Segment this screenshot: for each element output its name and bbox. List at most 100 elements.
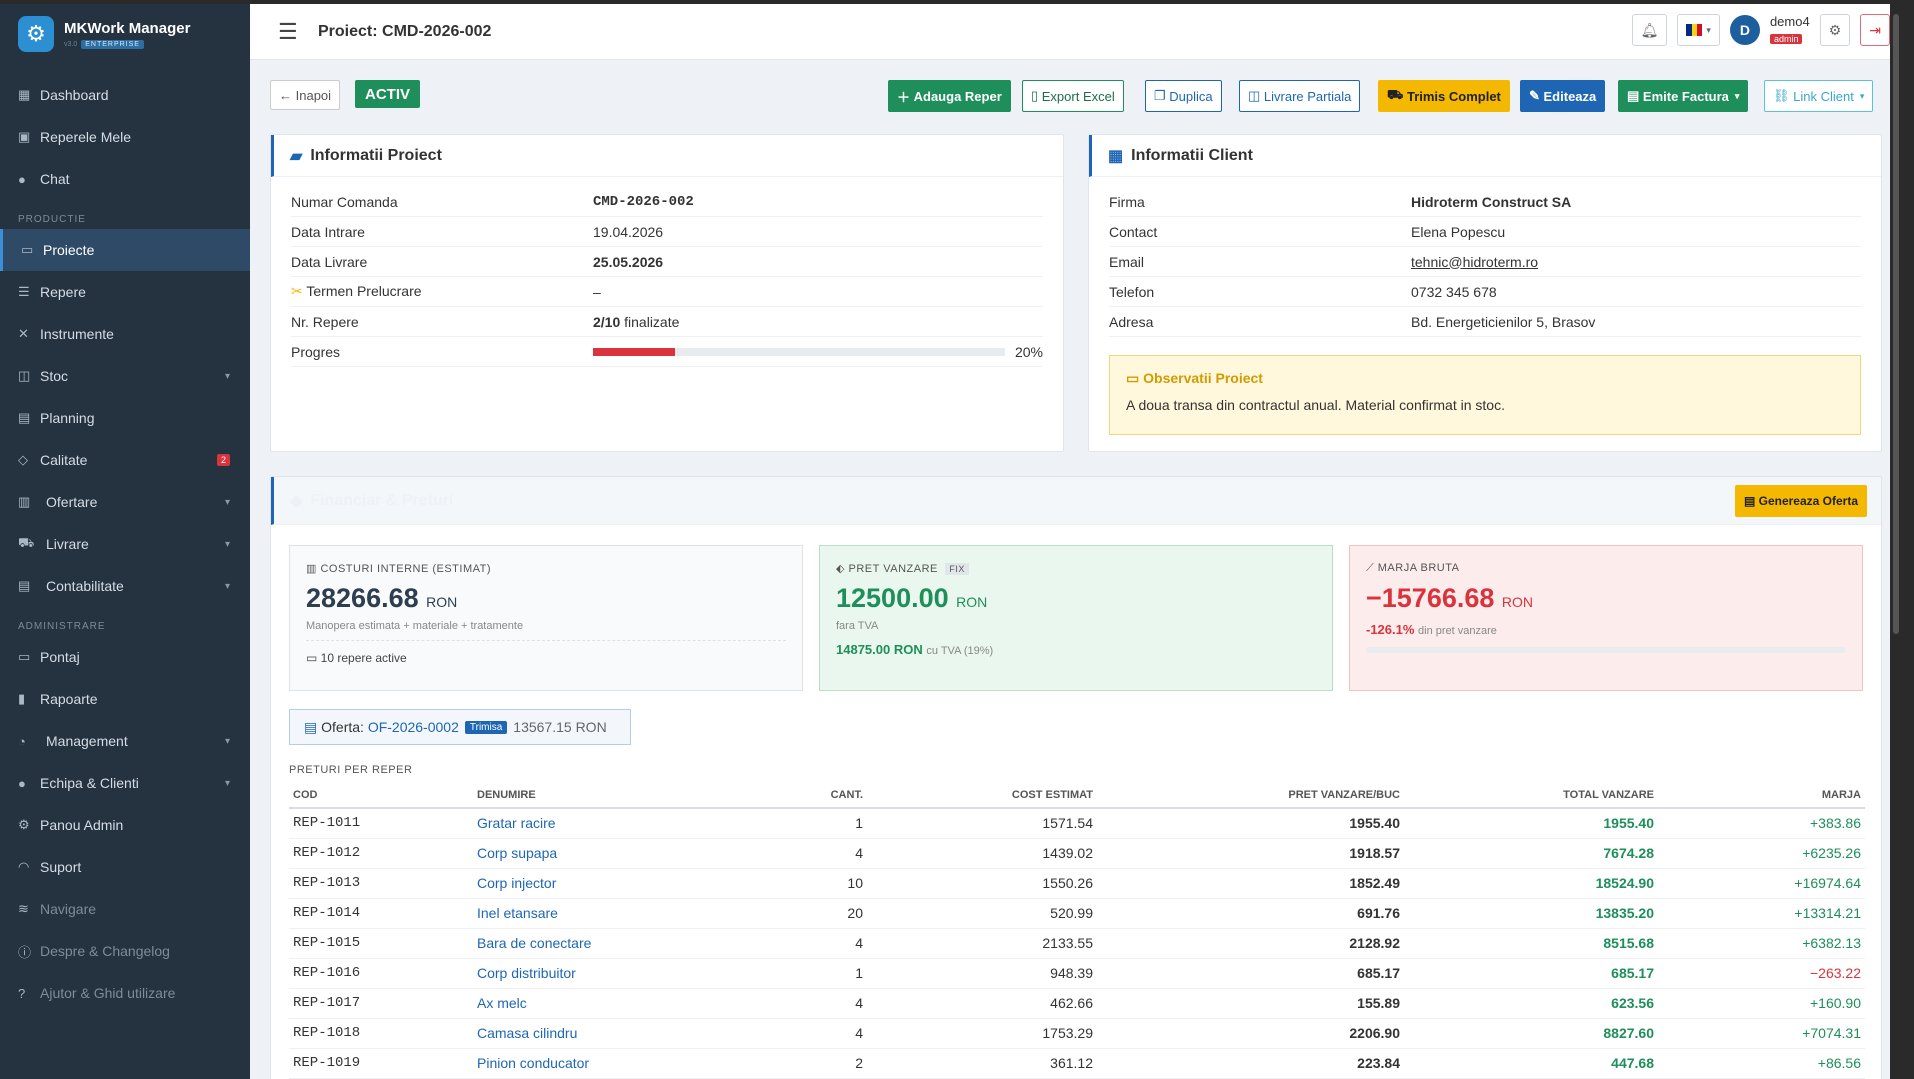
offer-status-badge: Trimisa xyxy=(464,720,508,734)
repere-count: 2/10 xyxy=(593,313,621,330)
item-link[interactable]: Corp injector xyxy=(473,868,727,899)
cell-qty: 2 xyxy=(727,1048,867,1079)
back-button[interactable]: ← Inapoi xyxy=(270,80,341,110)
sidebar-item-suport[interactable]: ◠ Suport xyxy=(18,859,82,875)
item-link[interactable]: Bara de conectare xyxy=(473,928,727,959)
plus-icon: ＋ xyxy=(897,89,914,105)
cell-margin: +6235.26 xyxy=(1658,838,1865,869)
export-excel-button[interactable]: ▯ Export Excel xyxy=(1022,80,1124,112)
file-excel-icon: ▯ xyxy=(1031,88,1042,103)
scrollbar[interactable] xyxy=(1890,4,1902,1079)
section-productie: PRODUCTIE xyxy=(18,214,86,225)
settings-button[interactable]: ⚙ xyxy=(1819,14,1851,46)
sidebar-item-contabilitate[interactable]: ▤ Contabilitate ▾ xyxy=(18,578,230,594)
card-title: Informatii Client xyxy=(1131,146,1253,164)
order-number: CMD-2026-002 xyxy=(593,193,694,210)
sidebar-item-ofertare[interactable]: ▥ Ofertare ▾ xyxy=(18,494,230,510)
hamburger-icon[interactable]: ☰ xyxy=(278,18,298,44)
cell-cost: 1753.29 xyxy=(867,1018,1097,1049)
notifications-button[interactable]: 🔔︎ xyxy=(1631,14,1668,46)
cell-cost: 462.66 xyxy=(867,988,1097,1019)
item-link[interactable]: Gratar racire xyxy=(473,808,727,839)
sidebar-item-chat[interactable]: ● Chat xyxy=(18,171,70,187)
chevron-down-icon: ▾ xyxy=(224,538,230,550)
sidebar-item-panou-admin[interactable]: ⚙ Panou Admin xyxy=(18,817,124,833)
item-link[interactable]: Pinion conducator xyxy=(473,1048,727,1079)
cell-margin: +383.86 xyxy=(1658,808,1865,839)
chevron-down-icon: ▾ xyxy=(1706,24,1711,35)
client-email-link[interactable]: tehnic@hidroterm.ro xyxy=(1411,253,1539,270)
add-reper-button[interactable]: ＋ Adauga Reper xyxy=(888,80,1011,112)
cell-margin: +86.56 xyxy=(1658,1048,1865,1079)
sidebar-item-despre[interactable]: ⓘ Despre & Changelog xyxy=(18,943,170,960)
margin-card: ⟋ MARJA BRUTA −15766.68 RON -126.1% din … xyxy=(1349,545,1863,691)
sidebar-item-navigare[interactable]: ≋ Navigare xyxy=(18,901,97,917)
table-row: REP-1012 Corp supapa 4 1439.02 1918.57 7674.2… xyxy=(289,838,1865,869)
sidebar-item-stoc[interactable]: ◫ Stoc ▾ xyxy=(18,368,230,384)
cell-qty: 1 xyxy=(727,808,867,839)
client-phone: 0732 345 678 xyxy=(1411,283,1497,300)
observations-text: A doua transa din contractul anual. Mate… xyxy=(1126,397,1505,413)
logout-button[interactable]: ⇥ xyxy=(1860,14,1890,46)
date-out: 25.05.2026 xyxy=(593,253,664,270)
language-select[interactable]: ▾ xyxy=(1677,14,1720,46)
margin-bar xyxy=(1366,647,1846,653)
sidebar-item-proiecte[interactable]: ▭ Proiecte xyxy=(0,229,250,271)
cell-qty: 4 xyxy=(727,928,867,959)
invoice-button[interactable]: ▤ Emite Factura ▾ xyxy=(1618,80,1749,112)
gear-icon: ⚙ xyxy=(18,817,30,832)
client-link-button[interactable]: ⛓ Link Client ▾ xyxy=(1764,80,1874,112)
sidebar-item-dashboard[interactable]: ▦ Dashboard xyxy=(18,87,109,103)
chevron-down-icon: ▾ xyxy=(224,777,230,789)
item-link[interactable]: Camasa cilindru xyxy=(473,1018,727,1049)
sidebar-item-ajutor[interactable]: ? Ajutor & Ghid utilizare xyxy=(18,985,176,1001)
sidebar-item-livrare[interactable]: ⛟ Livrare ▾ xyxy=(18,535,230,552)
brand[interactable]: ⚙ MKWork Manager v3.0 ENTERPRISE xyxy=(0,4,250,64)
user-info[interactable]: demo4 admin xyxy=(1769,15,1810,45)
sidebar-item-reperele-mele[interactable]: ▣ Reperele Mele xyxy=(18,129,132,145)
sent-complete-button[interactable]: ⛟ Trimis Complet xyxy=(1378,80,1510,112)
cell-cost: 361.12 xyxy=(867,1048,1097,1079)
partial-delivery-button[interactable]: ◫ Livrare Partiala xyxy=(1239,80,1361,112)
sidebar: ⚙ MKWork Manager v3.0 ENTERPRISE ▦ Dashboa… xyxy=(0,4,250,1079)
sidebar-item-pontaj[interactable]: ▭ Pontaj xyxy=(18,649,80,665)
cell-cost: 520.99 xyxy=(867,898,1097,929)
edit-button[interactable]: ✎ Editeaza xyxy=(1520,80,1606,112)
client-address: Bd. Energeticienilor 5, Brasov xyxy=(1411,313,1596,330)
sidebar-item-repere[interactable]: ☰ Repere xyxy=(18,284,86,300)
bar-chart-icon: ▮ xyxy=(18,691,26,706)
sidebar-item-echipa-clienti[interactable]: ● Echipa & Clienti ▾ xyxy=(18,775,230,791)
cost-card: ▥ COSTURI INTERNE (ESTIMAT) 28266.68 RON… xyxy=(289,545,803,691)
headset-icon: ◠ xyxy=(18,859,30,874)
sidebar-item-management[interactable]: ◔ Management ▾ xyxy=(18,733,230,749)
tag-icon: ◆ xyxy=(290,492,303,510)
sidebar-item-instrumente[interactable]: ✕ Instrumente xyxy=(18,326,114,342)
fix-badge: FIX xyxy=(945,563,969,575)
item-link[interactable]: Ax melc xyxy=(473,988,727,1019)
app-name: MKWork Manager xyxy=(64,19,191,37)
shield-icon: ◇ xyxy=(18,452,28,467)
sidebar-item-planning[interactable]: ▤ Planning xyxy=(18,410,95,426)
duplicate-button[interactable]: ❐ Duplica xyxy=(1145,80,1222,112)
gear-icon: ⚙ xyxy=(1828,21,1842,38)
table-row: REP-1016 Corp distribuitor 1 948.39 685.17 68… xyxy=(289,958,1865,989)
cell-total: 18524.90 xyxy=(1404,868,1658,899)
building-icon: ▦ xyxy=(1108,147,1124,165)
term-value: – xyxy=(593,283,601,300)
progress-value: 20% xyxy=(1014,343,1043,360)
cell-margin: +160.90 xyxy=(1658,988,1865,1019)
cell-total: 8515.68 xyxy=(1404,928,1658,959)
item-link[interactable]: Inel etansare xyxy=(473,898,727,929)
date-in: 19.04.2026 xyxy=(593,223,664,240)
item-link[interactable]: Corp supapa xyxy=(473,838,727,869)
avatar[interactable]: D xyxy=(1729,15,1760,45)
cell-code: REP-1018 xyxy=(289,1018,473,1049)
arrow-left-icon: ← xyxy=(279,87,296,103)
generate-offer-button[interactable]: ▤ Genereaza Oferta xyxy=(1734,485,1867,517)
item-link[interactable]: Corp distribuitor xyxy=(473,958,727,989)
sidebar-item-calitate[interactable]: ◇ Calitate 2 xyxy=(0,439,250,481)
file-icon: ▤ xyxy=(304,718,322,735)
offer-link[interactable]: OF-2026-0002 xyxy=(367,719,459,735)
sidebar-item-rapoarte[interactable]: ▮ Rapoarte xyxy=(18,691,98,707)
client-contact: Elena Popescu xyxy=(1411,223,1506,240)
